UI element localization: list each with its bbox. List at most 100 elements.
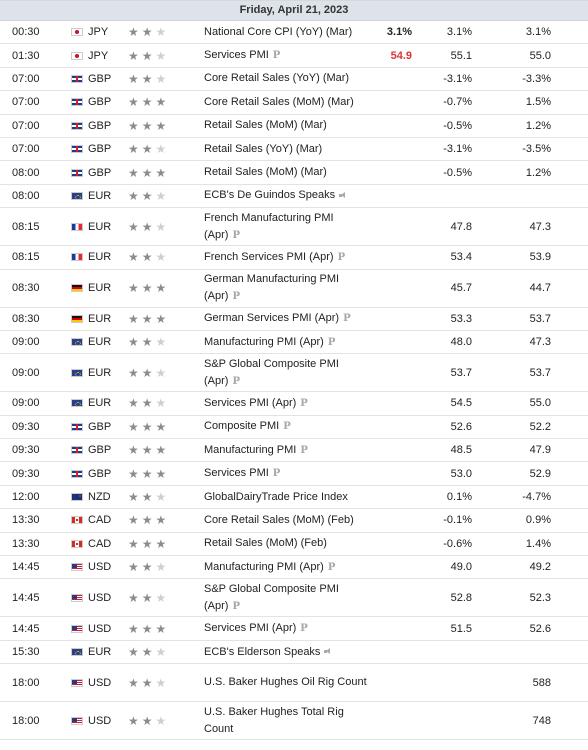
calendar-row[interactable]: 12:00 NZD ★ ★ ★ GlobalDairyTrade Price Index 0… <box>0 486 588 510</box>
event-name[interactable]: Composite PMI P <box>194 418 372 435</box>
calendar-row[interactable]: 09:00 EUR ★ ★ ★ S&P Global Composite PMI (Apr… <box>0 354 588 393</box>
event-title[interactable]: ECB's De Guindos Speaks <box>204 189 336 202</box>
previous-value: 1.5% <box>525 96 551 109</box>
event-title[interactable]: Services PMI <box>204 49 269 62</box>
event-name[interactable]: U.S. Baker Hughes Total Rig Count <box>194 704 372 738</box>
currency-code: EUR <box>88 397 112 410</box>
calendar-row[interactable]: 07:00 GBP ★ ★ ★ Core Retail Sales (MoM) (Mar)… <box>0 91 588 115</box>
event-name[interactable]: GlobalDairyTrade Price Index <box>194 489 372 506</box>
event-time: 07:00 <box>12 72 40 85</box>
calendar-rows: 00:30 JPY ★ ★ ★ National Core CPI (YoY) (Mar)… <box>0 21 588 741</box>
event-name[interactable]: Manufacturing PMI (Apr) P <box>194 559 372 576</box>
event-name[interactable]: French Services PMI (Apr) P <box>194 249 372 266</box>
star-icon: ★ <box>141 419 153 434</box>
event-title[interactable]: Manufacturing PMI (Apr) <box>204 560 324 573</box>
calendar-row[interactable]: 07:00 GBP ★ ★ ★ Retail Sales (YoY) (Mar) -3.1%… <box>0 138 588 162</box>
event-title[interactable]: Manufacturing PMI (Apr) <box>204 335 324 348</box>
calendar-row[interactable]: 08:30 EUR ★ ★ ★ German Manufacturing PMI (Apr… <box>0 270 588 308</box>
event-title[interactable]: ECB's Elderson Speaks <box>204 645 321 658</box>
event-title[interactable]: Retail Sales (MoM) (Mar) <box>204 166 327 179</box>
star-icon: ★ <box>155 142 167 157</box>
event-name[interactable]: Services PMI P <box>194 465 372 482</box>
event-title[interactable]: U.S. Baker Hughes Total Rig Count <box>204 705 344 735</box>
calendar-row[interactable]: 08:30 EUR ★ ★ ★ German Services PMI (Apr) P 53.… <box>0 308 588 331</box>
calendar-row[interactable]: 09:00 EUR ★ ★ ★ Services PMI (Apr) P 54.5 55.0 <box>0 392 588 416</box>
event-name[interactable]: U.S. Baker Hughes Oil Rig Count <box>194 674 372 691</box>
forecast-value: -0.7% <box>443 96 472 109</box>
star-icon: ★ <box>155 165 167 180</box>
calendar-row[interactable]: 09:00 EUR ★ ★ ★ Manufacturing PMI (Apr) P 48.0 4… <box>0 331 588 355</box>
event-name[interactable]: National Core CPI (YoY) (Mar) <box>194 24 372 41</box>
calendar-row[interactable]: 15:30 EUR ★ ★ ★ ECB's Elderson Speaks <box>0 641 588 665</box>
event-name[interactable]: Services PMI P <box>194 47 372 64</box>
event-title[interactable]: Core Retail Sales (MoM) (Mar) <box>204 95 354 108</box>
event-name[interactable]: Core Retail Sales (YoY) (Mar) <box>194 70 372 87</box>
event-title[interactable]: Retail Sales (MoM) (Mar) <box>204 119 327 132</box>
calendar-row[interactable]: 07:00 GBP ★ ★ ★ Core Retail Sales (YoY) (Mar)… <box>0 68 588 92</box>
calendar-row[interactable]: 13:30 CAD ★ ★ ★ Retail Sales (MoM) (Feb) -0.6%… <box>0 533 588 557</box>
event-name[interactable]: Core Retail Sales (MoM) (Mar) <box>194 94 372 111</box>
forecast-value: 55.1 <box>450 49 472 62</box>
event-name[interactable]: ECB's Elderson Speaks <box>194 644 372 661</box>
calendar-row[interactable]: 09:30 GBP ★ ★ ★ Services PMI P 53.0 52.9 <box>0 462 588 486</box>
calendar-row[interactable]: 08:15 EUR ★ ★ ★ French Manufacturing PMI (Apr… <box>0 208 588 247</box>
star-icon: ★ <box>128 365 139 380</box>
previous-value: -4.7% <box>522 491 551 504</box>
star-icon: ★ <box>141 188 153 203</box>
event-name[interactable]: Retail Sales (MoM) (Feb) <box>194 535 372 552</box>
calendar-row[interactable]: 09:30 GBP ★ ★ ★ Composite PMI P 52.6 52.2 <box>0 416 588 440</box>
event-title[interactable]: Core Retail Sales (MoM) (Feb) <box>204 513 354 526</box>
event-name[interactable]: ECB's De Guindos Speaks <box>194 187 372 204</box>
event-name[interactable]: Retail Sales (MoM) (Mar) <box>194 117 372 134</box>
event-title[interactable]: Core Retail Sales (YoY) (Mar) <box>204 72 350 85</box>
calendar-row[interactable]: 08:00 EUR ★ ★ ★ ECB's De Guindos Speaks <box>0 185 588 209</box>
event-name[interactable]: German Manufacturing PMI (Apr) P <box>194 271 372 305</box>
calendar-row[interactable]: 00:30 JPY ★ ★ ★ National Core CPI (YoY) (Mar)… <box>0 21 588 45</box>
calendar-row[interactable]: 18:00 USD ★ ★ ★ U.S. Baker Hughes Total Rig C… <box>0 702 588 741</box>
event-title[interactable]: German Manufacturing PMI (Apr) <box>204 273 340 303</box>
event-title[interactable]: Services PMI (Apr) <box>204 396 297 409</box>
event-name[interactable]: Services PMI (Apr) P <box>194 395 372 412</box>
event-name[interactable]: S&P Global Composite PMI (Apr) P <box>194 356 372 390</box>
calendar-row[interactable]: 14:45 USD ★ ★ ★ S&P Global Composite PMI (Apr… <box>0 579 588 618</box>
importance-stars: ★ ★ ★ <box>116 561 194 573</box>
calendar-row[interactable]: 07:00 GBP ★ ★ ★ Retail Sales (MoM) (Mar) -0.5%… <box>0 115 588 138</box>
event-title[interactable]: Composite PMI <box>204 420 280 433</box>
event-title[interactable]: Retail Sales (YoY) (Mar) <box>204 142 323 155</box>
event-title[interactable]: National Core CPI (YoY) (Mar) <box>204 25 353 38</box>
event-title[interactable]: French Manufacturing PMI (Apr) <box>204 211 334 241</box>
calendar-row[interactable]: 08:15 EUR ★ ★ ★ French Services PMI (Apr) P 53.… <box>0 246 588 270</box>
calendar-row[interactable]: 18:00 USD ★ ★ ★ U.S. Baker Hughes Oil Rig Cou… <box>0 664 588 703</box>
event-title[interactable]: Services PMI <box>204 467 269 480</box>
event-title[interactable]: French Services PMI (Apr) <box>204 250 334 263</box>
event-name[interactable]: French Manufacturing PMI (Apr) P <box>194 210 372 244</box>
event-name[interactable]: Core Retail Sales (MoM) (Feb) <box>194 512 372 529</box>
calendar-row[interactable]: 09:30 GBP ★ ★ ★ Manufacturing PMI P 48.5 47.9 <box>0 439 588 463</box>
event-name[interactable]: Services PMI (Apr) P <box>194 620 372 637</box>
event-title[interactable]: Manufacturing PMI <box>204 443 297 456</box>
event-title[interactable]: S&P Global Composite PMI (Apr) <box>204 357 339 387</box>
event-title[interactable]: Services PMI (Apr) <box>204 622 297 635</box>
calendar-row[interactable]: 08:00 GBP ★ ★ ★ Retail Sales (MoM) (Mar) -0.5%… <box>0 161 588 185</box>
event-name[interactable]: Retail Sales (YoY) (Mar) <box>194 141 372 158</box>
event-title[interactable]: S&P Global Composite PMI (Apr) <box>204 582 339 612</box>
calendar-row[interactable]: 13:30 CAD ★ ★ ★ Core Retail Sales (MoM) (Feb)… <box>0 509 588 533</box>
event-name[interactable]: German Services PMI (Apr) P <box>194 310 372 327</box>
event-time: 18:00 <box>12 676 40 689</box>
calendar-row[interactable]: 14:45 USD ★ ★ ★ Services PMI (Apr) P 51.5 52.6 <box>0 617 588 641</box>
star-icon: ★ <box>128 95 139 110</box>
star-icon: ★ <box>141 675 153 690</box>
event-name[interactable]: Manufacturing PMI P <box>194 442 372 459</box>
event-name[interactable]: S&P Global Composite PMI (Apr) P <box>194 581 372 615</box>
event-name[interactable]: Retail Sales (MoM) (Mar) <box>194 164 372 181</box>
calendar-row[interactable]: 14:45 USD ★ ★ ★ Manufacturing PMI (Apr) P 49.0 4… <box>0 556 588 580</box>
event-title[interactable]: Retail Sales (MoM) (Feb) <box>204 537 327 550</box>
event-title[interactable]: GlobalDairyTrade Price Index <box>204 490 348 503</box>
star-icon: ★ <box>141 165 153 180</box>
importance-stars: ★ ★ ★ <box>116 421 194 433</box>
event-title[interactable]: U.S. Baker Hughes Oil Rig Count <box>204 676 367 689</box>
importance-stars: ★ ★ ★ <box>116 167 194 179</box>
event-title[interactable]: German Services PMI (Apr) <box>204 312 340 325</box>
event-name[interactable]: Manufacturing PMI (Apr) P <box>194 334 372 351</box>
calendar-row[interactable]: 01:30 JPY ★ ★ ★ Services PMI P 54.9 55.1 55.0 <box>0 44 588 68</box>
